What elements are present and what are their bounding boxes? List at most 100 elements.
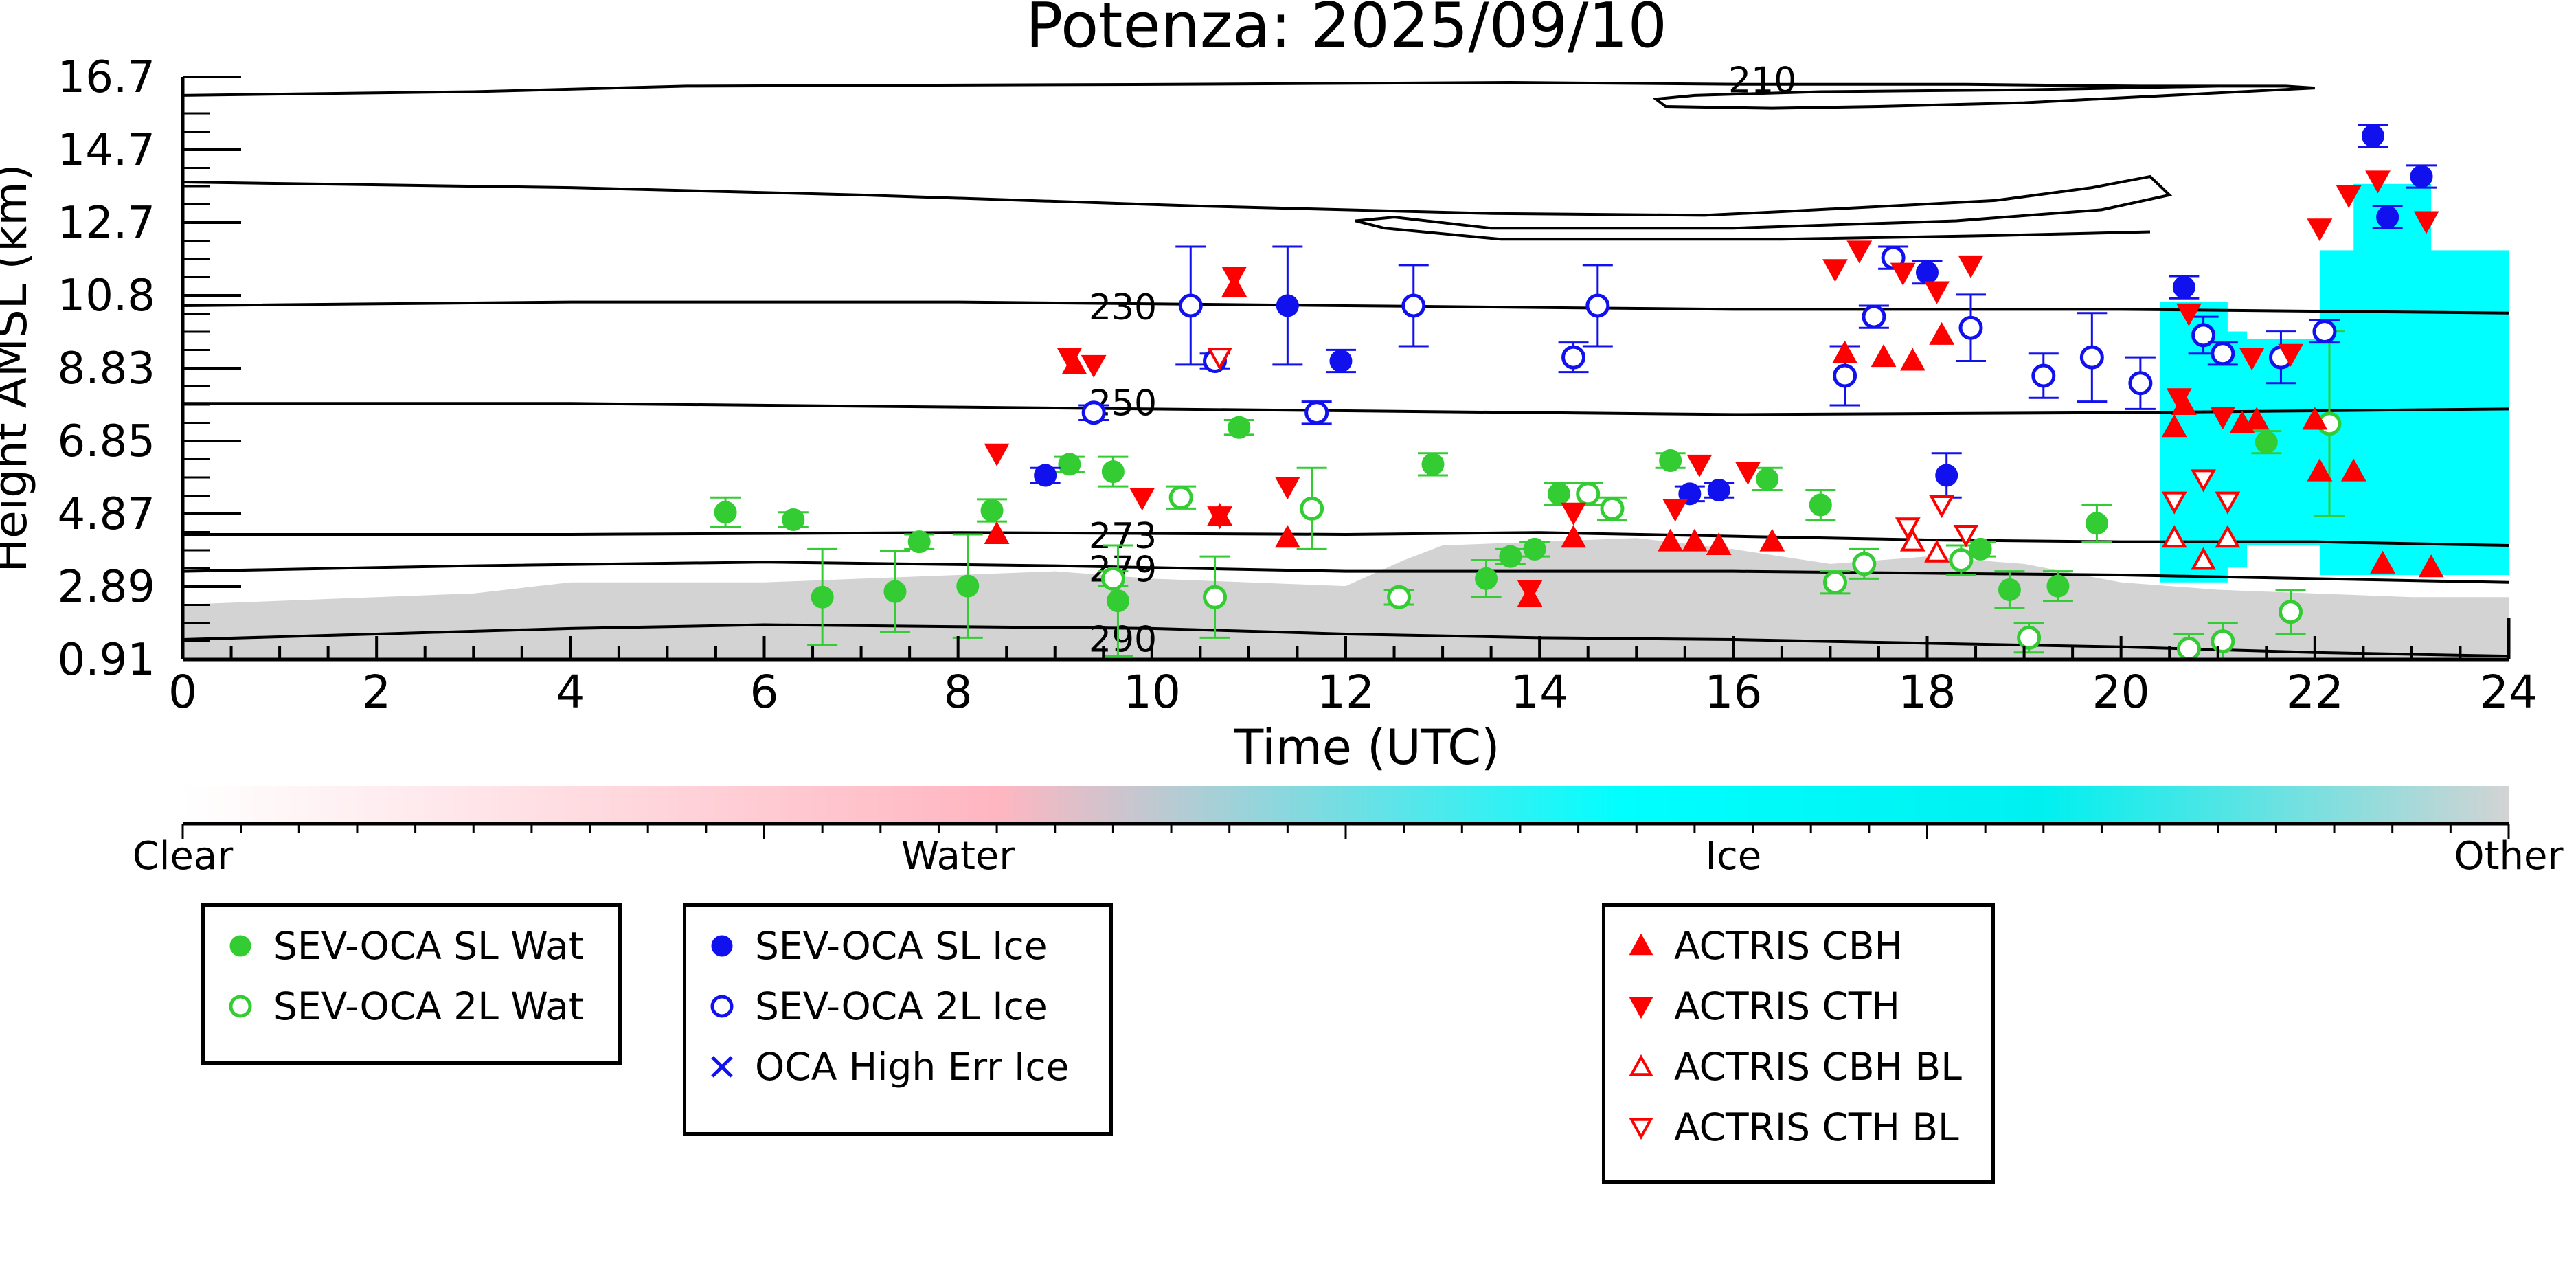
series-actris-cth (984, 170, 2439, 603)
x-tick-label: 10 (1123, 666, 1181, 719)
data-point (1924, 281, 1950, 304)
data-point (2079, 345, 2104, 370)
data-point (1304, 400, 1329, 425)
y-axis-label: Height AMSL (km) (0, 164, 37, 573)
series-actris-cth-bl (1207, 348, 2241, 548)
data-point (1300, 496, 1324, 521)
cloud-ice (2189, 331, 2248, 568)
data-point (1832, 340, 1857, 363)
y-tick-label: 6.85 (58, 416, 156, 467)
series-sev-oca-2l-ice (1078, 245, 2340, 425)
x-axis-label: Time (UTC) (1234, 719, 1500, 776)
data-point (1081, 400, 1106, 425)
data-point (2278, 343, 2303, 367)
marker-layer (710, 124, 2444, 661)
colorbar-label-ice: Ice (1705, 834, 1761, 879)
y-tick-label: 14.7 (58, 125, 156, 176)
data-point (1207, 348, 1232, 371)
data-point (2365, 170, 2391, 194)
cloud-ice (2353, 183, 2432, 576)
legend-entry: ACTRIS CTH BL (1620, 1103, 1959, 1151)
data-point (1809, 493, 1832, 517)
data-point (2307, 458, 2333, 482)
x-tick-label: 4 (556, 666, 585, 719)
data-point (1929, 495, 1955, 519)
data-point (984, 443, 1010, 466)
data-point (1276, 294, 1299, 317)
legend-actris: ACTRIS CBH ACTRIS CTH ACTRIS CBH BL ACTRIS … (1602, 903, 1995, 1184)
legend-entry: SEV-OCA SL Ice (701, 922, 1048, 970)
data-point (1846, 240, 1873, 264)
colorbar-ticks (181, 824, 2510, 839)
colorbar: Clear Water Ice Other (133, 786, 2564, 879)
legend-entry: ACTRIS CBH BL (1620, 1043, 1962, 1091)
legend-label: SEV-OCA 2L Wat (273, 984, 584, 1028)
data-point (1221, 267, 1247, 290)
data-point (1916, 261, 1939, 284)
legend-marker (229, 995, 252, 1018)
data-point (1561, 345, 1586, 370)
data-point (2211, 341, 2235, 366)
data-point (1998, 578, 2021, 601)
legend-label: ACTRIS CTH (1674, 984, 1900, 1028)
legend-marker (1629, 1054, 1653, 1076)
legend-water: SEV-OCA SL Wat SEV-OCA 2L Wat (201, 903, 622, 1065)
legend-marker-icon (710, 995, 734, 1018)
isotherm-layer (183, 81, 2509, 658)
y-tick-label: 10.8 (58, 271, 156, 321)
data-point (2176, 303, 2202, 326)
data-point (1890, 262, 1916, 286)
legend-entry: ACTRIS CBH (1620, 922, 1903, 970)
data-point (2255, 431, 2278, 454)
data-point (1899, 528, 1925, 552)
data-point (2215, 525, 2241, 548)
y-tick-label: 12.7 (58, 198, 156, 249)
legend-entry: SEV-OCA 2L Ice (701, 982, 1048, 1030)
data-point (1658, 528, 1684, 552)
series-sev-oca-sl-wat (710, 416, 2282, 657)
data-point (2307, 218, 2333, 242)
data-point (2166, 388, 2192, 411)
legend-marker (711, 935, 733, 957)
data-point (1401, 293, 1426, 318)
data-point (1517, 580, 1543, 603)
data-point (811, 585, 834, 609)
data-point (1935, 464, 1958, 487)
isotherm-230 (183, 300, 2509, 315)
isotherm-label: 273 (1089, 516, 1157, 557)
data-point (2418, 554, 2444, 578)
data-point (2370, 550, 2395, 574)
data-point (1833, 363, 1857, 388)
legend-marker (711, 1056, 733, 1078)
data-point (1953, 524, 1979, 548)
data-point (2361, 124, 2384, 148)
data-point (1822, 259, 1848, 282)
y-tick-label: 2.89 (58, 562, 156, 613)
legend-marker-icon (711, 1056, 733, 1078)
data-point (2191, 323, 2216, 348)
legend-entry: ACTRIS CTH (1620, 982, 1900, 1030)
legend-label: ACTRIS CBH BL (1674, 1045, 1962, 1089)
data-point (1207, 506, 1232, 530)
legend-entry: OCA High Err Ice (701, 1043, 1069, 1091)
isotherm-210 (183, 81, 2315, 110)
isotherm-label: 210 (1728, 60, 1796, 102)
x-tick-label: 12 (1317, 666, 1375, 719)
colorbar-labels: Clear Water Ice Other (133, 834, 2564, 879)
legend-label: ACTRIS CBH (1674, 924, 1903, 968)
data-point (2046, 574, 2070, 598)
data-point (1924, 539, 1950, 563)
x-stroke (711, 1056, 733, 1078)
x-tick-label: 20 (2092, 666, 2150, 719)
x-tick-label: 6 (750, 666, 779, 719)
legend-marker (229, 935, 251, 957)
data-point (1969, 537, 1992, 561)
legend-label: OCA High Err Ice (755, 1045, 1070, 1089)
data-point (2336, 185, 2362, 208)
legend-label: SEV-OCA 2L Ice (755, 984, 1048, 1028)
legend-marker-icon (1629, 1054, 1653, 1076)
data-point (1686, 454, 1713, 478)
data-point (1178, 293, 1203, 318)
data-point (1561, 502, 1586, 526)
